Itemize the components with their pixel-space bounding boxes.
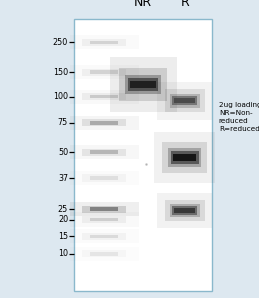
Bar (165, 200, 205, 221)
Bar (128, 78, 158, 91)
Bar (82, 206, 126, 213)
Bar (82, 233, 126, 240)
Bar (154, 132, 215, 184)
Bar (90, 150, 118, 154)
Bar (90, 235, 118, 238)
Bar (165, 89, 205, 112)
Bar (170, 204, 200, 217)
Bar (157, 82, 212, 120)
Bar (171, 151, 198, 164)
Bar (90, 95, 118, 98)
Bar (174, 208, 195, 213)
Bar (70, 247, 139, 261)
Bar (82, 149, 126, 156)
Text: 100: 100 (53, 92, 68, 101)
Text: 2ug loading
NR=Non-
reduced
R=reduced: 2ug loading NR=Non- reduced R=reduced (219, 103, 259, 132)
Bar (82, 69, 126, 76)
Text: 250: 250 (53, 38, 68, 47)
Bar (125, 75, 161, 94)
Bar (130, 81, 156, 88)
Bar (110, 57, 177, 111)
Bar (90, 218, 118, 221)
Bar (174, 98, 195, 103)
Text: 75: 75 (58, 119, 68, 128)
Bar (90, 176, 118, 180)
Text: 150: 150 (53, 68, 68, 77)
Text: R: R (180, 0, 189, 9)
Bar (82, 175, 126, 181)
Text: 37: 37 (58, 173, 68, 182)
Bar (82, 39, 126, 46)
Bar (173, 154, 196, 161)
Bar (82, 93, 126, 100)
Text: 50: 50 (58, 148, 68, 157)
Bar (157, 193, 212, 228)
Text: 20: 20 (58, 215, 68, 224)
Bar (82, 250, 126, 257)
Bar (70, 145, 139, 159)
Bar (90, 41, 118, 44)
Text: 25: 25 (58, 205, 68, 214)
Bar (70, 90, 139, 104)
Bar (70, 202, 139, 216)
Bar (70, 229, 139, 243)
Text: 10: 10 (58, 249, 68, 258)
Bar (74, 19, 212, 291)
Bar (90, 207, 118, 211)
Bar (168, 148, 201, 167)
Bar (172, 96, 197, 105)
Bar (90, 252, 118, 256)
Bar (90, 71, 118, 74)
Bar (82, 216, 126, 223)
Text: NR: NR (134, 0, 152, 9)
Bar (70, 212, 139, 226)
Bar (119, 68, 168, 101)
Bar (70, 35, 139, 49)
Bar (162, 142, 207, 173)
Bar (170, 94, 200, 108)
Bar (70, 116, 139, 130)
Text: 15: 15 (58, 232, 68, 241)
Bar (70, 171, 139, 185)
Bar (70, 65, 139, 79)
Bar (90, 121, 118, 125)
Bar (172, 206, 197, 215)
Bar (82, 119, 126, 126)
